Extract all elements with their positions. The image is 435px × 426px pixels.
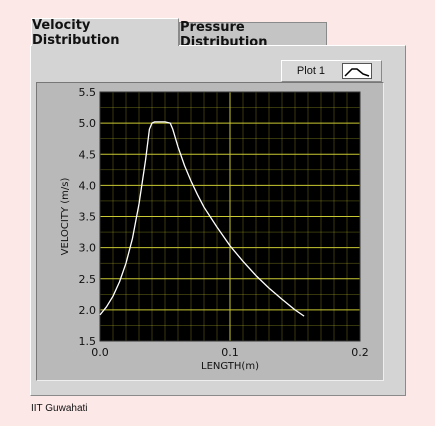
x-axis-label: LENGTH(m) (201, 361, 259, 372)
x-tick-label: 0.0 (91, 346, 109, 359)
y-tick-label: 5.5 (79, 86, 97, 99)
legend-label: Plot 1 (296, 65, 326, 77)
x-tick-label: 0.1 (221, 346, 239, 359)
y-axis-label: VELOCITY (m/s) (60, 178, 71, 256)
plot-legend[interactable]: Plot 1 (281, 60, 382, 82)
y-tick-label: 4.5 (79, 148, 97, 161)
x-tick-label: 0.2 (351, 346, 369, 359)
y-tick-label: 3.0 (79, 242, 97, 255)
y-tick-label: 3.5 (79, 211, 97, 224)
legend-line-style-icon[interactable] (342, 63, 372, 79)
tab-pressure-distribution[interactable]: Pressure Distribution (179, 20, 327, 50)
tab-velocity-distribution[interactable]: Velocity Distribution (31, 18, 179, 48)
y-tick-label: 1.5 (79, 335, 97, 348)
y-tick-label: 4.0 (79, 179, 97, 192)
plot-border (99, 91, 361, 342)
y-tick-label: 5.0 (79, 117, 97, 130)
y-tick-label: 2.5 (79, 273, 97, 286)
y-tick-label: 2.0 (79, 304, 97, 317)
series-line-plot-1 (99, 121, 305, 317)
footer-label: IIT Guwahati (31, 403, 88, 414)
